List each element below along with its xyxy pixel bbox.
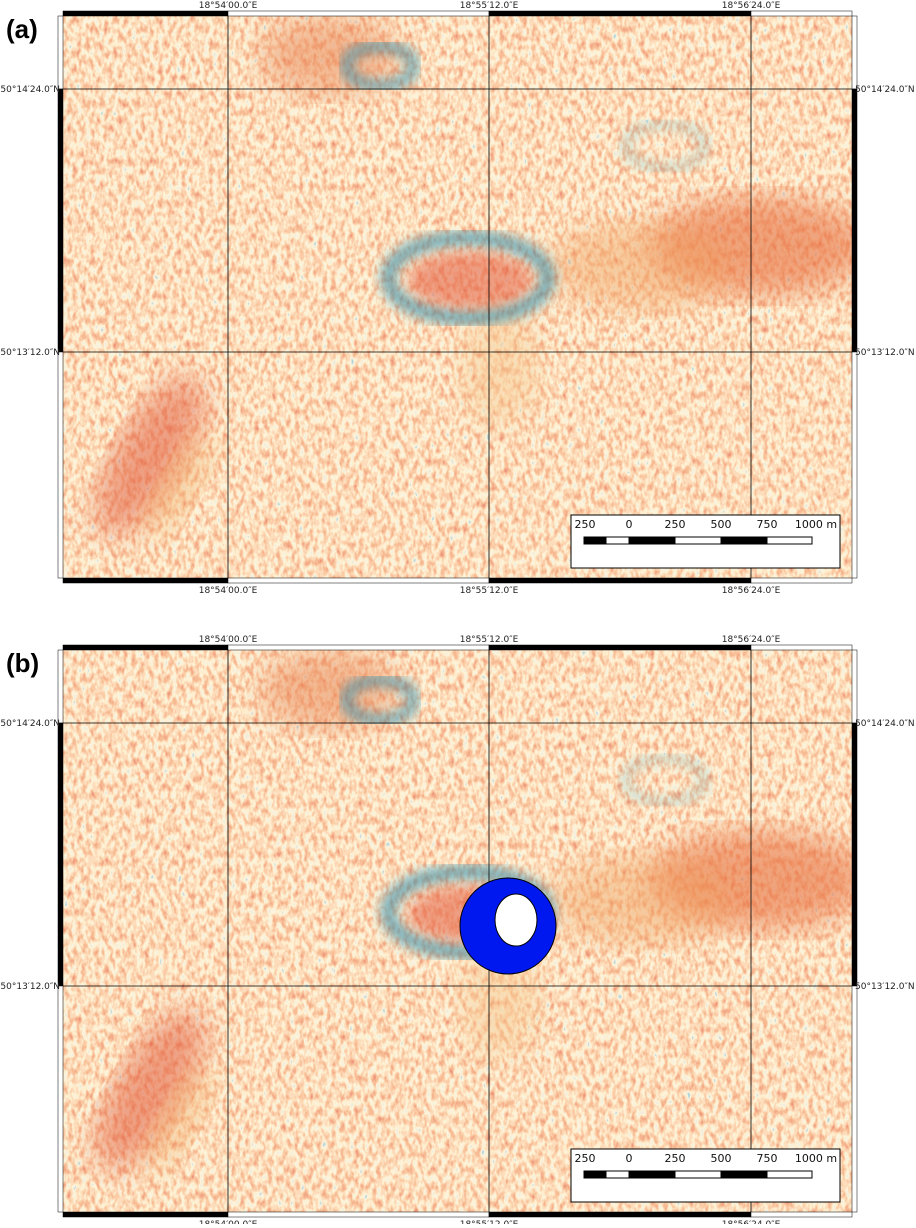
terrain-patch [550, 221, 730, 311]
scale-segment [584, 537, 606, 544]
map-raster [63, 16, 870, 578]
frame-segment [228, 645, 489, 650]
frame-segment [63, 1212, 228, 1217]
longitude-label: 18°54′00.0″E [199, 586, 258, 596]
terrain-patch [550, 855, 730, 945]
frame-segment [489, 645, 751, 650]
longitude-label: 18°56′24.0″E [722, 586, 781, 596]
scale-segment [606, 1171, 629, 1178]
frame-segment [58, 723, 63, 986]
frame-segment [751, 11, 852, 16]
panel-label: (a) [6, 14, 38, 44]
frame-segment [852, 89, 857, 352]
panel-label: (b) [6, 648, 39, 678]
longitude-label: 18°54′00.0″E [199, 1, 258, 11]
latitude-label: 50°14′24.0″N [0, 719, 60, 729]
scale-segment [721, 1171, 767, 1178]
scale-label: 500 [711, 518, 732, 531]
scale-bar: 250 0 250 500 750 1000 m [571, 515, 840, 568]
latitude-label: 50°14′24.0″N [0, 85, 60, 95]
frame-segment [751, 1212, 852, 1217]
frame-segment [489, 578, 751, 583]
scale-label: 0 [626, 518, 633, 531]
latitude-label: 50°14′24.0″N [855, 85, 915, 95]
frame-segment [489, 11, 751, 16]
frame-segment [489, 1212, 751, 1217]
figure: (a) 18°54′00.0″E 18°54′00.0″E 18°55′12.0″E 1… [0, 0, 916, 1224]
scale-label: 750 [757, 1152, 778, 1165]
scale-segment [629, 1171, 675, 1178]
longitude-label: 18°56′24.0″E [722, 1, 781, 11]
longitude-label: 18°55′12.0″E [460, 1, 519, 11]
scale-label: 1000 m [795, 518, 837, 531]
frame-segment [751, 578, 852, 583]
frame-segment [852, 16, 857, 89]
frame-segment [63, 645, 228, 650]
longitude-label: 18°55′12.0″E [460, 586, 519, 596]
scale-label: 0 [626, 1152, 633, 1165]
scale-label: 250 [665, 1152, 686, 1165]
latitude-label: 50°14′24.0″N [855, 719, 915, 729]
frame-segment [852, 986, 857, 1212]
frame-segment [751, 645, 852, 650]
scale-label: 250 [575, 1152, 596, 1165]
scale-label: 750 [757, 518, 778, 531]
map-panel: (b) 18°54′00.0″E 18°54′00.0″E 18°55′12.0″E 1… [0, 635, 914, 1224]
frame-segment [58, 650, 63, 723]
latitude-label: 50°13′12.0″N [855, 982, 915, 992]
longitude-label: 18°55′12.0″E [460, 1220, 519, 1224]
frame-segment [58, 352, 63, 578]
scale-label: 500 [711, 1152, 732, 1165]
frame-segment [63, 11, 228, 16]
frame-segment [852, 352, 857, 578]
longitude-label: 18°56′24.0″E [722, 635, 781, 645]
page: {"panels": [ {"label": "(a)", "top_label… [0, 0, 916, 1224]
scale-segment [767, 537, 812, 544]
longitude-label: 18°56′24.0″E [722, 1220, 781, 1224]
latitude-label: 50°13′12.0″N [855, 348, 915, 358]
latitude-label: 50°13′12.0″N [0, 348, 60, 358]
map-panel: (a) 18°54′00.0″E 18°54′00.0″E 18°55′12.0″E 1… [0, 1, 914, 596]
scale-bar: 250 0 250 500 750 1000 m [571, 1149, 840, 1202]
scale-label: 1000 m [795, 1152, 837, 1165]
longitude-label: 18°54′00.0″E [199, 635, 258, 645]
frame-segment [228, 11, 489, 16]
frame-segment [228, 1212, 489, 1217]
frame-segment [63, 578, 228, 583]
frame-segment [852, 723, 857, 986]
scale-segment [584, 1171, 606, 1178]
target-marker-inner [495, 894, 537, 946]
longitude-label: 18°54′00.0″E [199, 1220, 258, 1224]
depression-core [408, 252, 532, 308]
scale-segment [767, 1171, 812, 1178]
latitude-label: 50°13′12.0″N [0, 982, 60, 992]
frame-segment [852, 650, 857, 723]
scale-segment [721, 537, 767, 544]
longitude-label: 18°55′12.0″E [460, 635, 519, 645]
scale-segment [675, 1171, 721, 1178]
scale-label: 250 [575, 518, 596, 531]
frame-segment [58, 986, 63, 1212]
scale-segment [675, 537, 721, 544]
scale-label: 250 [665, 518, 686, 531]
frame-segment [228, 578, 489, 583]
scale-segment [629, 537, 675, 544]
frame-segment [58, 16, 63, 89]
frame-segment [58, 89, 63, 352]
scale-segment [606, 537, 629, 544]
